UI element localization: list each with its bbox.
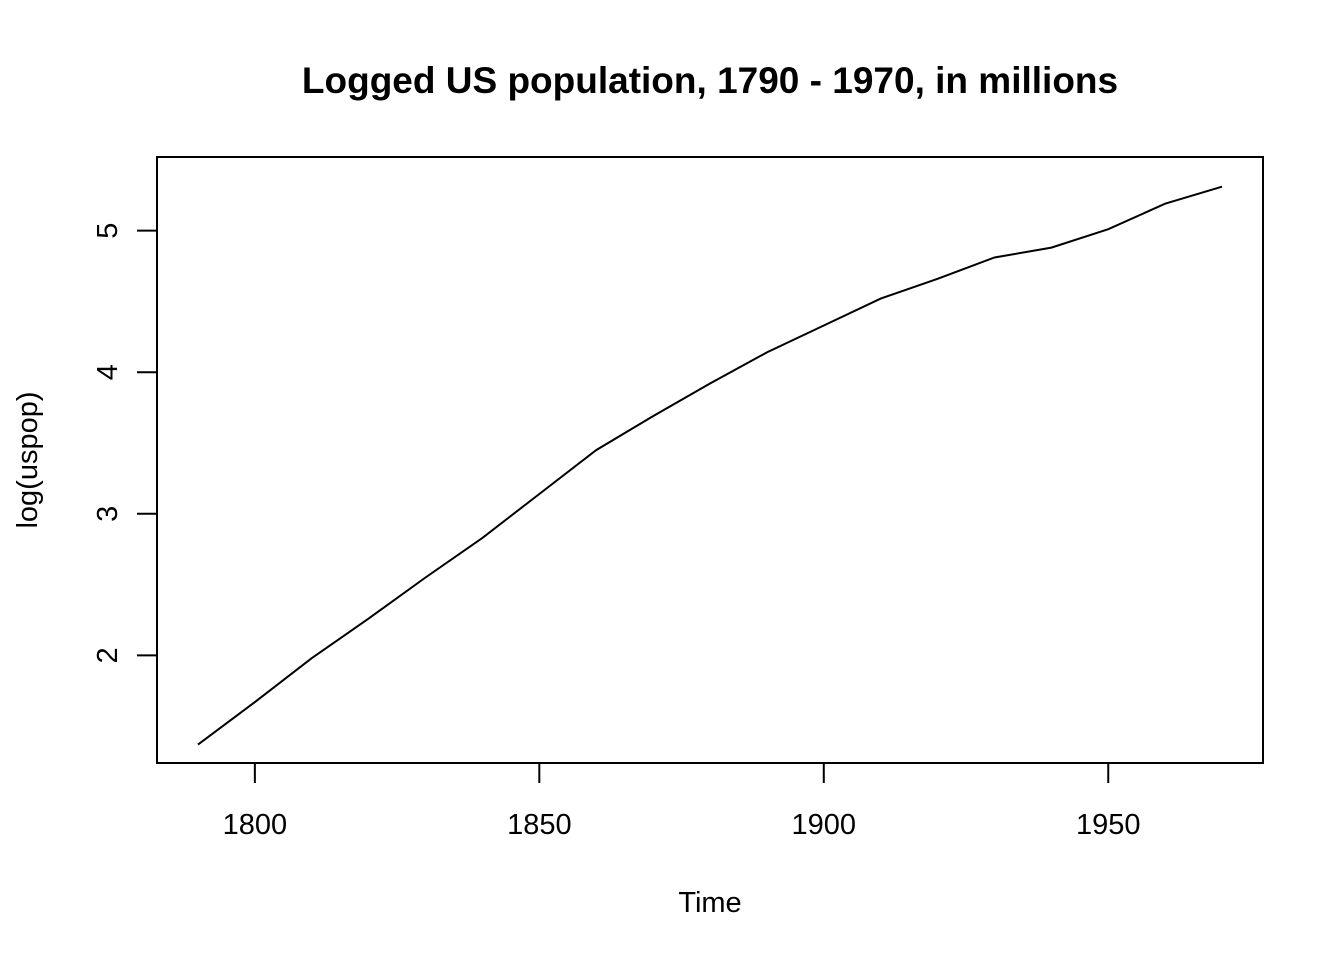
y-axis-label: log(uspop) [12,391,44,528]
plot-frame [156,156,1264,764]
y-tick-label: 4 [92,364,124,380]
x-axis-label: Time [678,887,741,919]
x-tick-label: 1850 [507,809,572,841]
x-tick-label: 1900 [792,809,857,841]
y-tick-label: 3 [92,506,124,522]
y-tick-label: 5 [92,223,124,239]
series-layer [197,185,1223,746]
x-tick-label: 1800 [223,809,288,841]
series-line [197,185,1223,746]
chart-title: Logged US population, 1790 - 1970, in mi… [302,60,1118,101]
y-axis: 2 3 4 5 [92,223,158,663]
x-axis: 1800 1850 1900 1950 [223,762,1141,841]
y-tick-label: 2 [92,647,124,663]
x-tick-label: 1950 [1076,809,1141,841]
